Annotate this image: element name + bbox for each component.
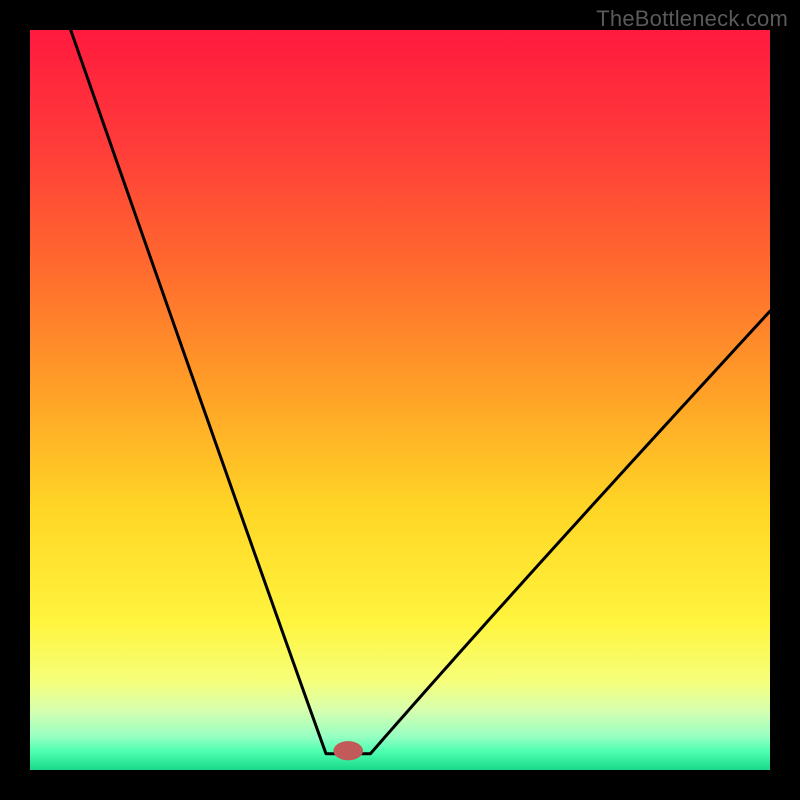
bottleneck-chart — [30, 30, 770, 770]
chart-frame: TheBottleneck.com — [0, 0, 800, 800]
gradient-background — [30, 30, 770, 770]
watermark-text: TheBottleneck.com — [596, 6, 788, 32]
optimal-point-marker — [333, 741, 363, 760]
